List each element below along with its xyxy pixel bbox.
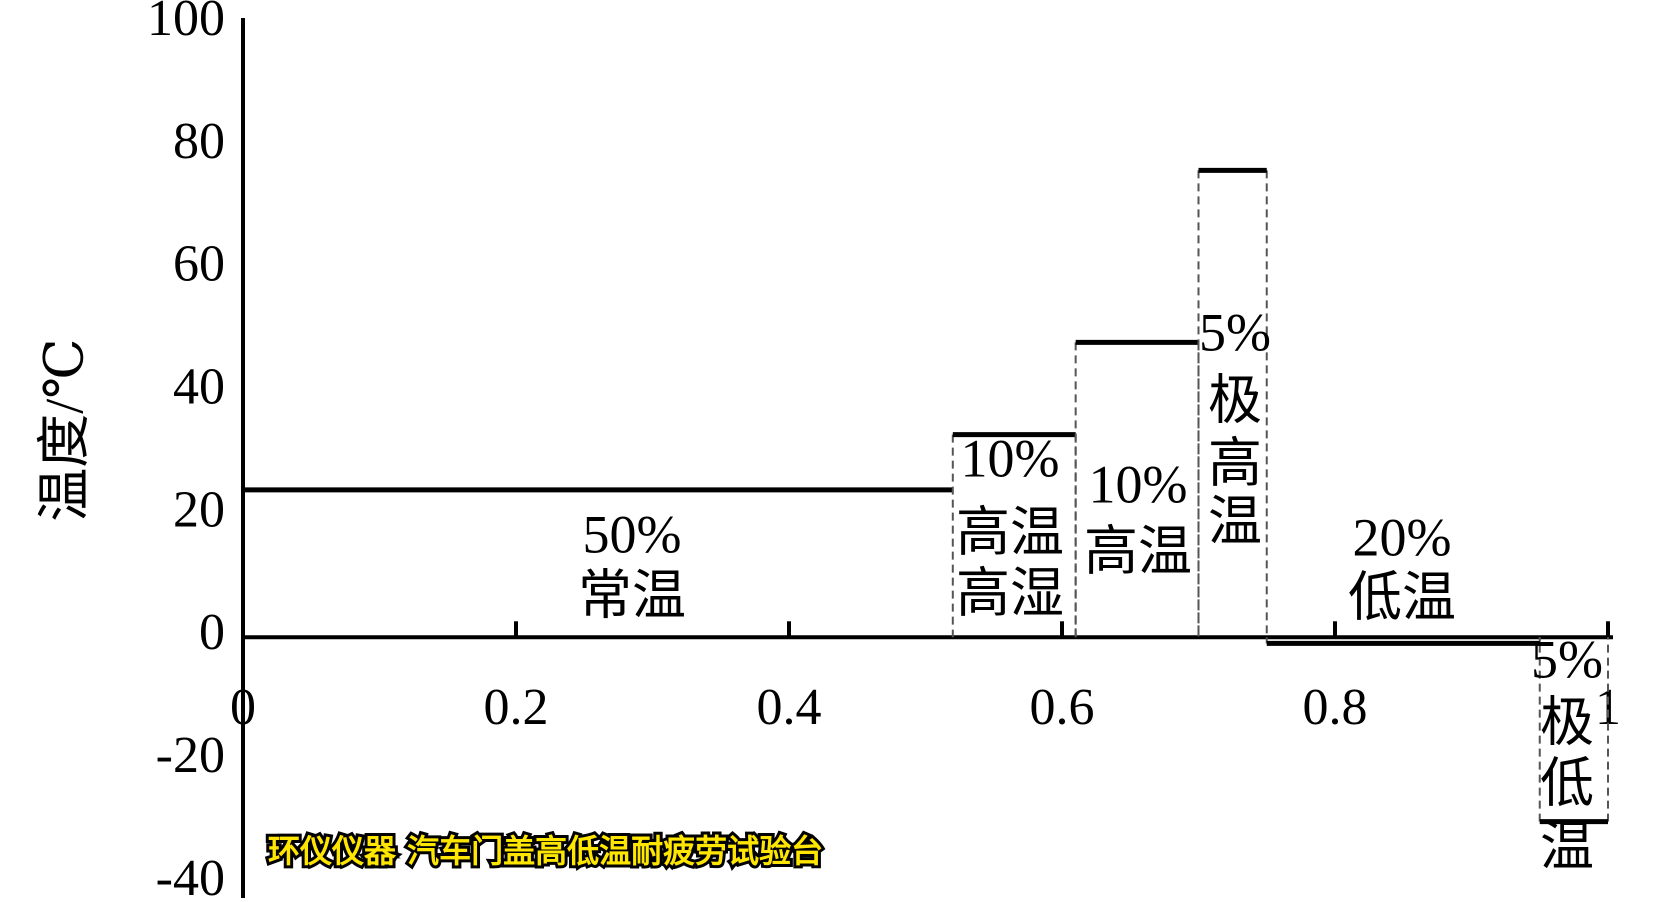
y-tick-label: 60 xyxy=(173,236,225,293)
y-tick-label: 0 xyxy=(199,604,225,661)
annotation: 高温 xyxy=(956,502,1064,562)
annotation: 20% xyxy=(1353,507,1452,567)
y-axis-label: 温度/℃ xyxy=(34,338,94,521)
annotation: 极 xyxy=(1208,370,1262,430)
annotation: 温 xyxy=(1208,491,1262,551)
y-tick-label: 80 xyxy=(173,113,225,170)
x-tick-label: 0.6 xyxy=(1030,679,1095,736)
x-tick-label: 0 xyxy=(230,679,256,736)
annotation: 极 xyxy=(1540,692,1594,752)
x-tick-label: 0.8 xyxy=(1303,679,1368,736)
y-tick-label: 100 xyxy=(147,0,225,47)
watermark: 环仪仪器 汽车门盖高低温耐疲劳试验台 xyxy=(268,832,823,870)
y-tick-label: -20 xyxy=(156,727,225,784)
annotation: 温 xyxy=(1540,816,1594,876)
annotation: 10% xyxy=(1089,454,1188,514)
y-tick-label: 20 xyxy=(173,481,225,538)
x-tick-label: 0.4 xyxy=(757,679,822,736)
y-tick-label: -40 xyxy=(156,850,225,902)
annotation: 高湿 xyxy=(956,563,1064,623)
annotation: 常温 xyxy=(578,565,686,625)
x-tick-label: 0.2 xyxy=(484,679,549,736)
annotation: 10% xyxy=(961,428,1060,488)
annotation: 50% xyxy=(583,504,682,564)
y-tick-label: 40 xyxy=(173,359,225,416)
annotation: 5% xyxy=(1199,302,1271,362)
annotation: 高 xyxy=(1208,433,1262,493)
annotation: 高温 xyxy=(1084,521,1192,581)
annotation: 低 xyxy=(1540,753,1594,813)
annotation: 低温 xyxy=(1348,567,1456,627)
annotation: 5% xyxy=(1531,629,1603,689)
